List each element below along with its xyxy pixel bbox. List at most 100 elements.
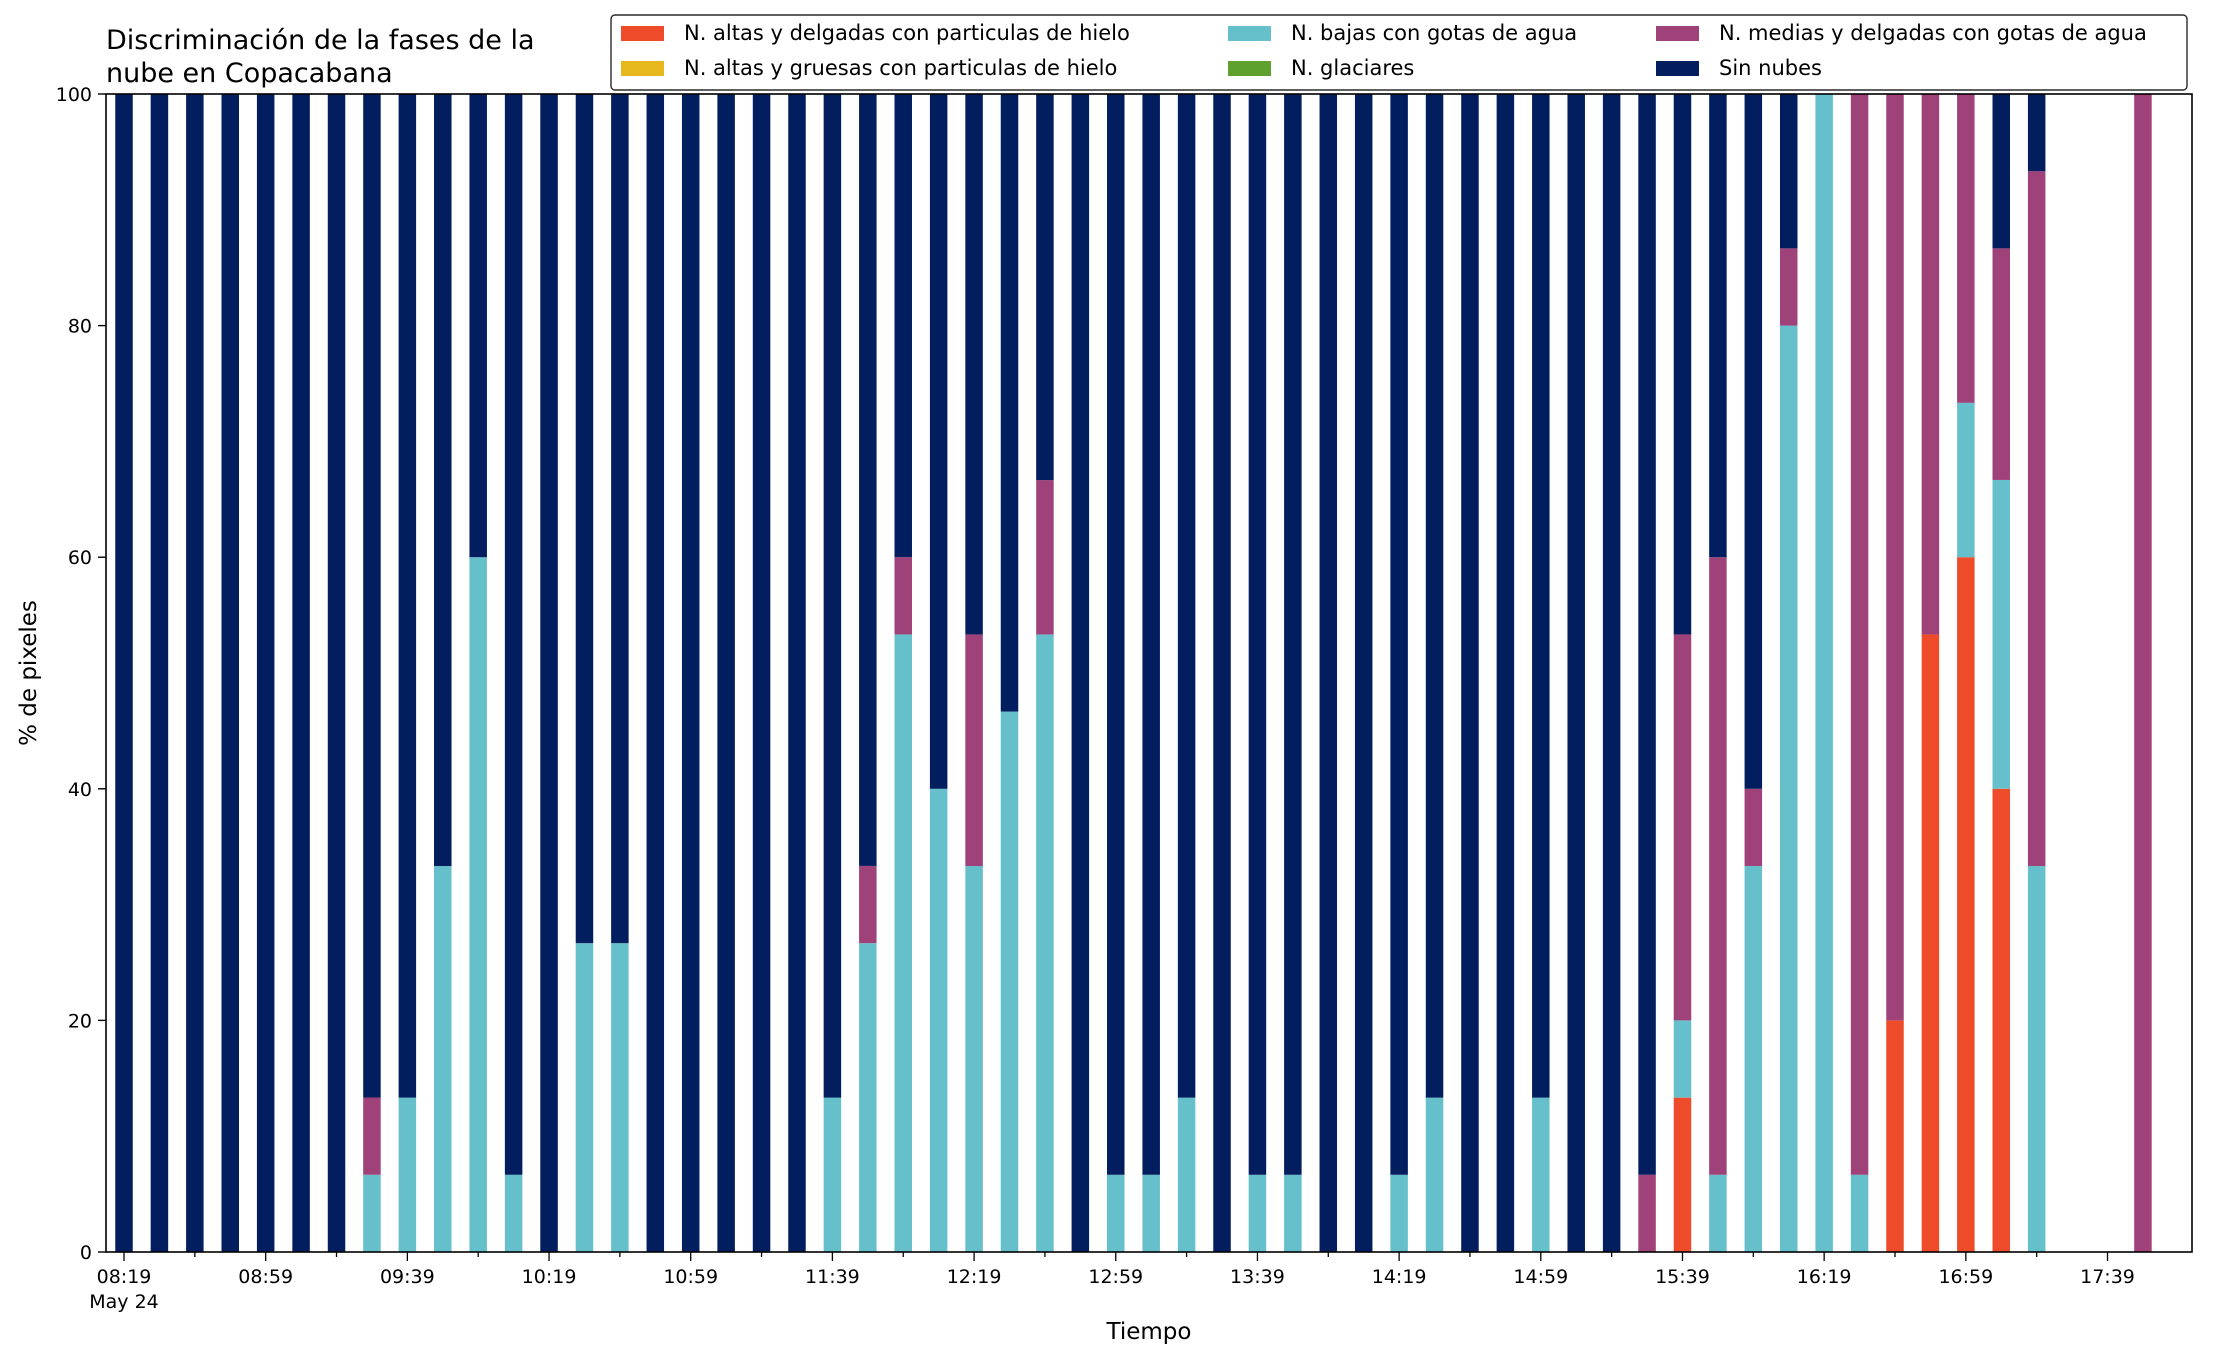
bar-segment-5-46	[1744, 94, 1763, 789]
bar-segment-4-47	[1779, 248, 1798, 326]
bar-segment-5-6	[327, 94, 346, 1252]
bar-segment-5-47	[1779, 94, 1798, 249]
bar-segment-5-39	[1496, 94, 1515, 1252]
axes-layer: 0 20 40 60 80 100 08:19 08:59 09:39 10:19 10:59 11:…	[16, 84, 2193, 1345]
bar-segment-2-48	[1815, 94, 1833, 1252]
plot-frame	[105, 93, 2193, 1253]
x-tick-label: 16:19	[1797, 1266, 1852, 1288]
x-tick-label: 17:39	[2080, 1266, 2135, 1288]
y-tick-label: 80	[68, 316, 92, 338]
legend-label-4: N. medias y delgadas con gotas de agua	[1719, 21, 2147, 45]
x-date-label: May 24	[89, 1291, 159, 1313]
bar-segment-5-10	[469, 94, 487, 558]
bar-segment-4-52	[1957, 94, 1975, 403]
bar-segment-5-54	[2027, 94, 2046, 172]
bar-segment-2-23	[929, 788, 948, 1252]
bar-segment-2-29	[1142, 1174, 1160, 1252]
bar-segment-5-28	[1107, 94, 1125, 1175]
bar-segment-5-35	[1354, 94, 1373, 1252]
bar-segment-2-25	[1000, 711, 1019, 1252]
bar-segment-0-53	[1992, 788, 2011, 1252]
legend-swatch-4	[1656, 26, 1699, 41]
bar-segment-5-26	[1036, 94, 1054, 481]
y-axis-label: % de pixeles	[16, 600, 42, 746]
bar-segment-2-33	[1284, 1174, 1302, 1252]
bar-segment-2-44	[1673, 1020, 1692, 1098]
bar-segment-2-37	[1425, 1097, 1444, 1252]
bar-segment-5-53	[1992, 94, 2011, 249]
legend-label-2: N. bajas con gotas de agua	[1291, 21, 1577, 45]
bar-segment-4-46	[1744, 788, 1763, 867]
x-tick-label: 15:39	[1655, 1266, 1710, 1288]
legend-swatch-2	[1228, 26, 1271, 41]
bar-segment-2-11	[504, 1174, 523, 1252]
bar-segment-5-36	[1390, 94, 1408, 1175]
bar-segment-5-34	[1319, 94, 1338, 1252]
bar-segment-5-1	[150, 94, 169, 1252]
bar-segment-5-7	[363, 93, 381, 1098]
bar-segment-2-47	[1779, 325, 1798, 1253]
title-line-1: Discriminación de la fases de la	[106, 25, 535, 56]
y-tick-label: 60	[68, 547, 92, 569]
bar-segment-5-23	[929, 94, 948, 789]
bar-segment-5-4	[256, 94, 275, 1252]
x-tick-label: 08:19	[97, 1266, 152, 1288]
bar-segment-4-7	[363, 1097, 381, 1175]
bar-segment-5-45	[1709, 94, 1727, 558]
bar-segment-2-52	[1957, 402, 1975, 558]
bar-segment-5-16	[681, 94, 700, 1252]
bar-segment-5-44	[1673, 94, 1692, 635]
x-tick-label: 08:59	[238, 1266, 293, 1288]
bar-segment-5-32	[1248, 94, 1267, 1175]
bar-segment-5-27	[1071, 94, 1090, 1252]
bar-segment-5-12	[540, 94, 558, 1252]
bar-segment-5-11	[504, 94, 523, 1175]
bar-segment-4-44	[1673, 634, 1692, 1021]
bar-segment-5-40	[1532, 94, 1550, 1098]
bar-segment-5-17	[717, 94, 735, 1252]
bar-segment-2-20	[823, 1097, 842, 1252]
x-tick-label: 14:59	[1513, 1266, 1568, 1288]
bar-segment-5-8	[398, 94, 417, 1098]
legend-swatch-3	[1228, 61, 1271, 76]
x-tick-label: 12:59	[1088, 1266, 1143, 1288]
bar-segment-5-22	[894, 94, 912, 558]
bar-segment-5-20	[823, 94, 842, 1098]
bar-segment-2-21	[859, 943, 877, 1252]
x-tick-label: 10:59	[663, 1266, 718, 1288]
x-tick-label: 13:39	[1230, 1266, 1285, 1288]
bar-segment-4-49	[1850, 94, 1869, 1175]
bar-segment-5-42	[1602, 94, 1621, 1252]
legend-swatch-1	[621, 61, 664, 76]
bar-segment-5-15	[646, 94, 665, 1252]
x-tick-label: 14:19	[1372, 1266, 1427, 1288]
legend-label-5: Sin nubes	[1719, 56, 1822, 80]
bar-segment-5-13	[575, 94, 594, 944]
bar-segment-2-53	[1992, 479, 2011, 789]
bar-segment-2-32	[1248, 1174, 1267, 1252]
bar-segment-5-24	[965, 94, 983, 635]
bar-segment-5-9	[434, 94, 452, 867]
bar-segment-5-21	[859, 93, 877, 866]
bar-segment-2-22	[894, 634, 912, 1252]
bar-segment-2-45	[1709, 1174, 1727, 1252]
bar-segment-5-19	[788, 94, 806, 1252]
bar-segment-5-5	[292, 94, 310, 1252]
bar-segment-5-0	[115, 94, 133, 1252]
bar-segment-4-51	[1921, 94, 1940, 635]
legend-label-3: N. glaciares	[1291, 56, 1414, 80]
bar-segment-4-43	[1638, 1174, 1656, 1252]
y-tick-label: 0	[80, 1242, 92, 1264]
bar-segment-0-44	[1673, 1097, 1692, 1252]
bar-segment-4-57	[2134, 94, 2152, 1252]
bar-segment-4-54	[2027, 171, 2046, 867]
bar-segment-4-45	[1709, 557, 1727, 1175]
bar-segment-5-38	[1461, 94, 1479, 1252]
bar-segment-2-26	[1036, 634, 1054, 1252]
legend-swatch-5	[1656, 61, 1699, 76]
legend-swatch-0	[621, 26, 664, 41]
legend-frame	[610, 14, 2188, 91]
